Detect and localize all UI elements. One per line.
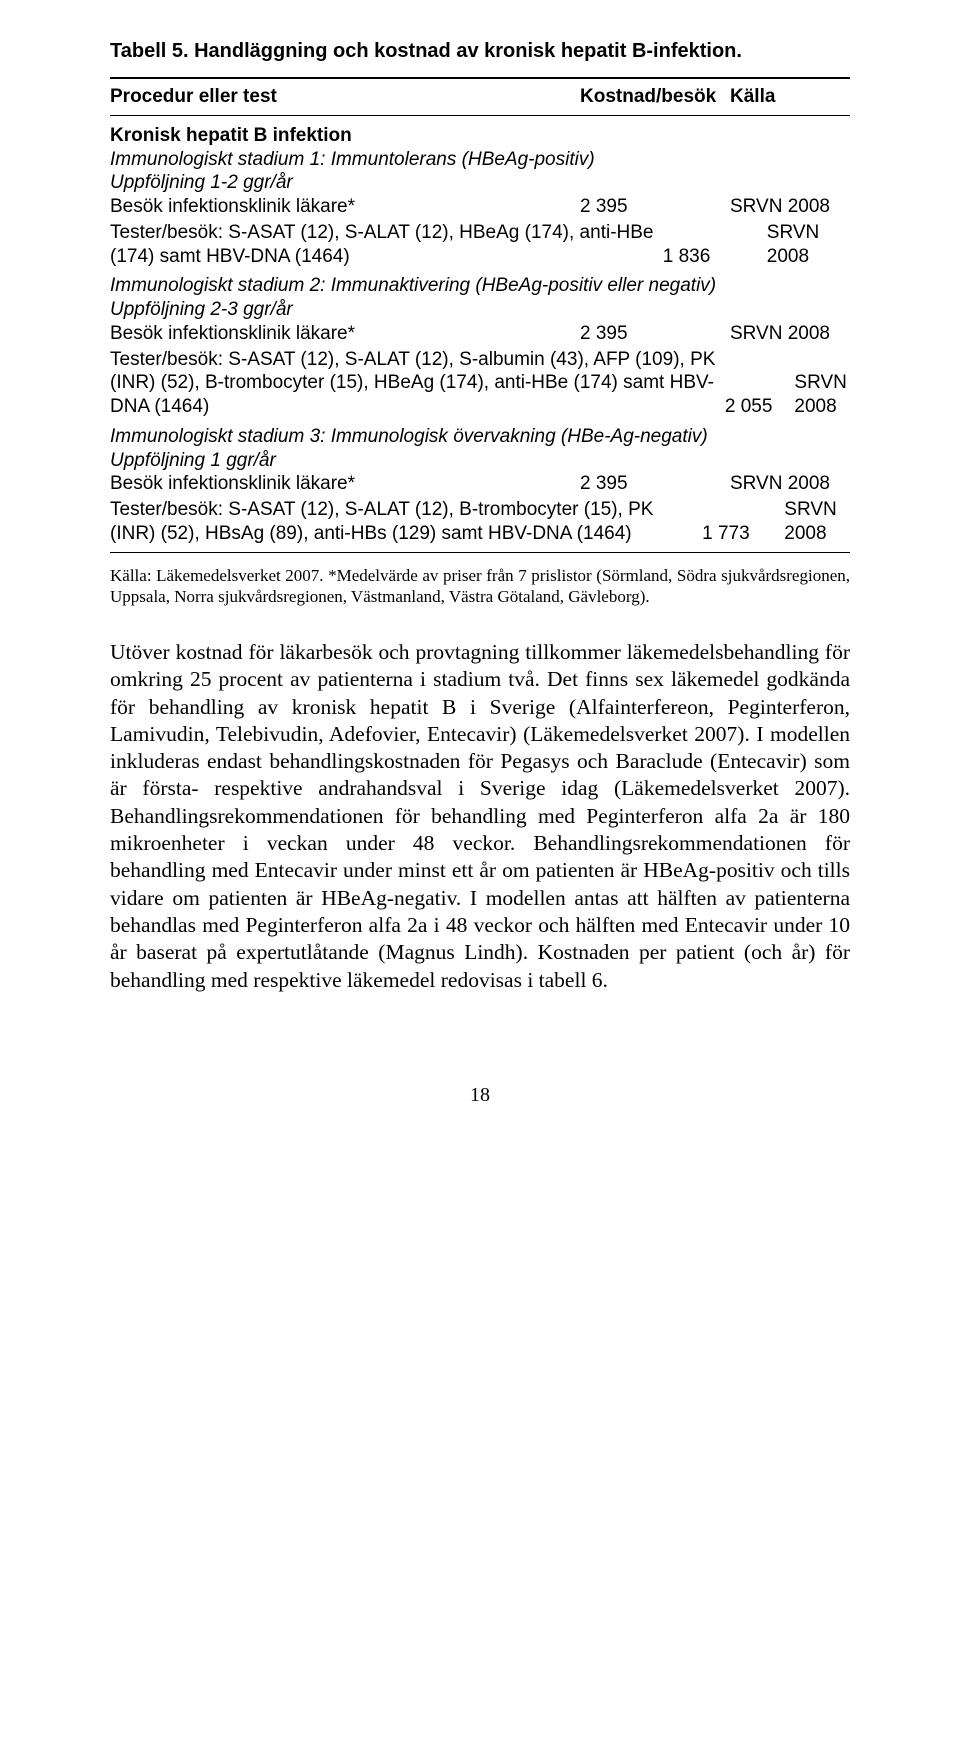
section-heading: Kronisk hepatit B infektion (110, 124, 850, 148)
page-number: 18 (110, 1084, 850, 1107)
table-row: Tester/besök: S-ASAT (12), S-ALAT (12), … (110, 348, 850, 419)
table-title: Tabell 5. Handläggning och kostnad av kr… (110, 40, 850, 63)
stage3-heading: Immunologiskt stadium 3: Immunologisk öv… (110, 425, 850, 449)
row-cost: 2 055 (725, 395, 795, 419)
row-label: Besök infektionsklinik läkare* (110, 195, 580, 219)
stage3-followup: Uppföljning 1 ggr/år (110, 449, 850, 473)
body-paragraph: Utöver kostnad för läkarbesök och provta… (110, 639, 850, 994)
table-rule-bottom (110, 552, 850, 553)
table-footnote: Källa: Läkemedelsverket 2007. *Medelvärd… (110, 565, 850, 608)
table-rule-header (110, 115, 850, 116)
stage1-heading: Immunologiskt stadium 1: Immuntolerans (… (110, 148, 850, 172)
stage1-followup: Uppföljning 1-2 ggr/år (110, 171, 850, 195)
row-source: SRVN 2008 (730, 195, 850, 219)
table-row: Tester/besök: S-ASAT (12), S-ALAT (12), … (110, 221, 850, 269)
column-header-cost: Kostnad/besök (580, 85, 730, 109)
row-label: Tester/besök: S-ASAT (12), S-ALAT (12), … (110, 221, 663, 269)
table-row: Tester/besök: S-ASAT (12), S-ALAT (12), … (110, 498, 850, 546)
row-source: SRVN 2008 (767, 221, 850, 269)
document-page: Tabell 5. Handläggning och kostnad av kr… (0, 0, 960, 1167)
row-source: SRVN 2008 (730, 472, 850, 496)
table-row: Besök infektionsklinik läkare* 2 395 SRV… (110, 472, 850, 496)
table-header-row: Procedur eller test Kostnad/besök Källa (110, 79, 850, 115)
stage2-followup: Uppföljning 2-3 ggr/år (110, 298, 850, 322)
column-header-procedure: Procedur eller test (110, 85, 580, 109)
row-label: Besök infektionsklinik läkare* (110, 322, 580, 346)
table-row: Besök infektionsklinik läkare* 2 395 SRV… (110, 322, 850, 346)
row-source: SRVN 2008 (730, 322, 850, 346)
row-label: Besök infektionsklinik läkare* (110, 472, 580, 496)
row-cost: 1 836 (663, 245, 767, 269)
table-row: Besök infektionsklinik läkare* 2 395 SRV… (110, 195, 850, 219)
row-cost: 1 773 (702, 522, 784, 546)
column-header-source: Källa (730, 85, 850, 109)
row-label: Tester/besök: S-ASAT (12), S-ALAT (12), … (110, 348, 725, 419)
cost-table: Procedur eller test Kostnad/besök Källa … (110, 77, 850, 553)
row-cost: 2 395 (580, 322, 730, 346)
row-label: Tester/besök: S-ASAT (12), S-ALAT (12), … (110, 498, 702, 546)
row-source: SRVN 2008 (794, 371, 850, 419)
row-cost: 2 395 (580, 195, 730, 219)
row-cost: 2 395 (580, 472, 730, 496)
stage2-heading: Immunologiskt stadium 2: Immunaktivering… (110, 274, 850, 298)
row-source: SRVN 2008 (784, 498, 850, 546)
